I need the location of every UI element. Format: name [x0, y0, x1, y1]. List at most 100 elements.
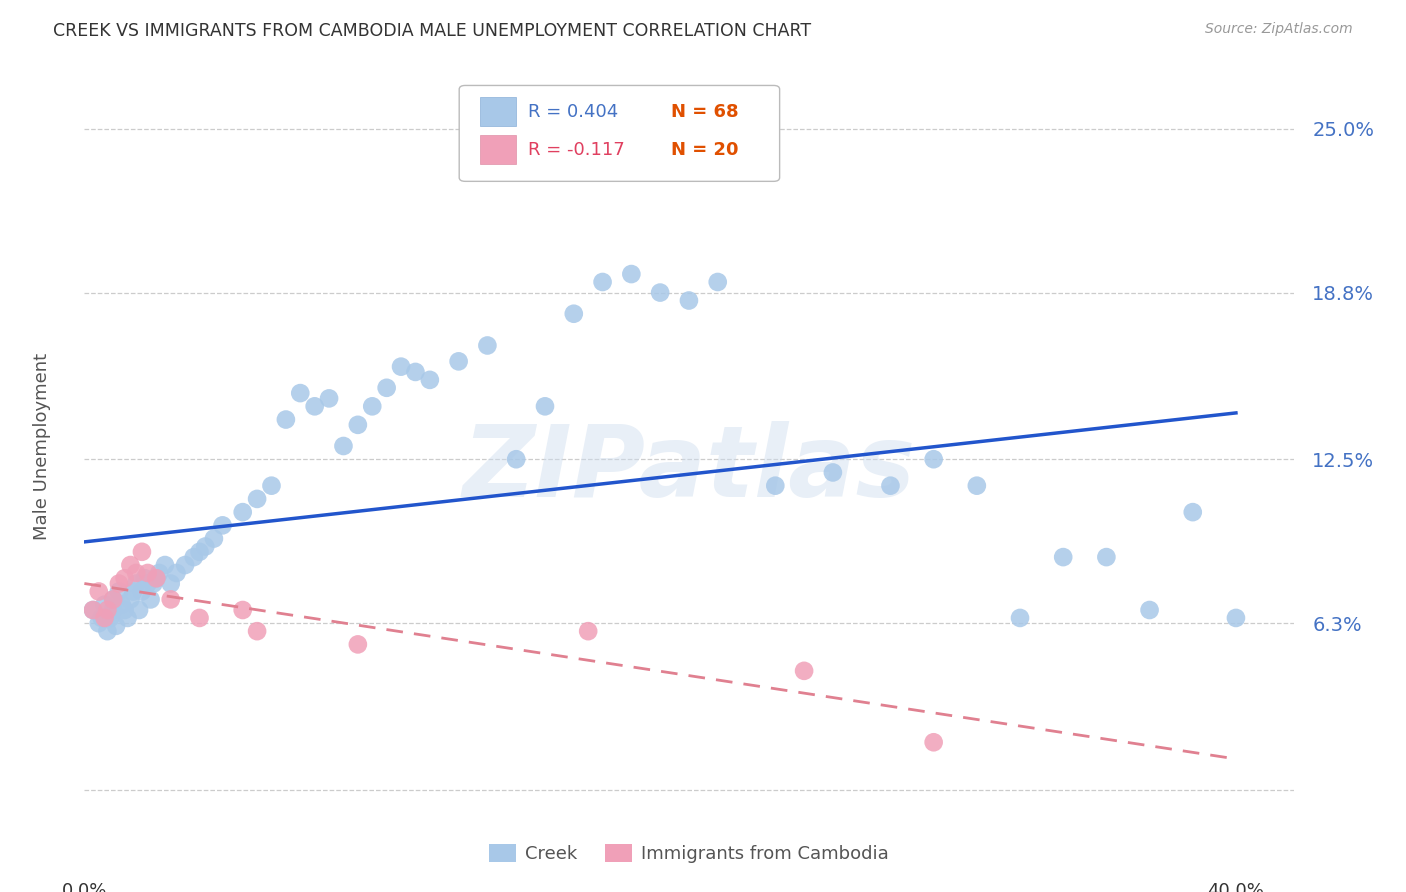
Point: [562, 307, 585, 321]
Text: N = 20: N = 20: [671, 141, 738, 159]
Point: [153, 558, 176, 572]
Point: [347, 637, 370, 651]
Point: [188, 545, 211, 559]
Point: [232, 603, 254, 617]
Point: [148, 566, 170, 580]
Point: [419, 373, 441, 387]
Text: Male Unemployment: Male Unemployment: [32, 352, 51, 540]
Point: [706, 275, 728, 289]
Point: [82, 603, 104, 617]
Point: [318, 392, 340, 406]
Point: [246, 491, 269, 506]
Point: [505, 452, 527, 467]
Point: [136, 576, 159, 591]
Text: N = 68: N = 68: [671, 103, 738, 120]
Point: [246, 624, 269, 639]
Point: [122, 584, 145, 599]
Point: [93, 598, 115, 612]
Point: [304, 400, 326, 414]
Text: 40.0%: 40.0%: [1208, 882, 1264, 892]
Point: [108, 576, 131, 591]
Point: [650, 285, 672, 300]
Point: [159, 576, 181, 591]
Point: [922, 735, 945, 749]
Point: [194, 540, 217, 554]
Point: [763, 478, 786, 492]
Point: [404, 365, 426, 379]
Point: [142, 576, 165, 591]
Point: [101, 592, 124, 607]
Point: [105, 619, 128, 633]
Point: [678, 293, 700, 308]
Point: [145, 571, 167, 585]
Point: [793, 664, 815, 678]
Point: [111, 598, 134, 612]
Point: [98, 611, 121, 625]
Point: [159, 592, 181, 607]
Legend: Creek, Immigrants from Cambodia: Creek, Immigrants from Cambodia: [482, 837, 896, 871]
Text: 0.0%: 0.0%: [62, 882, 107, 892]
Point: [821, 466, 844, 480]
Point: [290, 386, 312, 401]
Point: [260, 478, 283, 492]
Point: [576, 624, 599, 639]
Point: [592, 275, 614, 289]
Point: [361, 400, 384, 414]
Point: [1008, 611, 1031, 625]
Point: [232, 505, 254, 519]
Point: [534, 400, 557, 414]
Point: [139, 592, 162, 607]
Point: [93, 611, 115, 625]
Point: [1095, 550, 1118, 565]
Point: [332, 439, 354, 453]
Point: [347, 417, 370, 432]
Point: [96, 603, 118, 617]
Point: [82, 603, 104, 617]
Point: [131, 545, 153, 559]
FancyBboxPatch shape: [460, 86, 780, 181]
Point: [620, 267, 643, 281]
Point: [1181, 505, 1204, 519]
Text: R = -0.117: R = -0.117: [529, 141, 624, 159]
Point: [1139, 603, 1161, 617]
Point: [120, 592, 142, 607]
Point: [87, 584, 110, 599]
Text: R = 0.404: R = 0.404: [529, 103, 619, 120]
Point: [136, 566, 159, 580]
Point: [131, 584, 153, 599]
Point: [90, 611, 112, 625]
Point: [134, 571, 156, 585]
Text: ZIPatlas: ZIPatlas: [463, 420, 915, 517]
Point: [375, 381, 398, 395]
Point: [274, 412, 297, 426]
Point: [477, 338, 499, 352]
Point: [202, 532, 225, 546]
Point: [211, 518, 233, 533]
Point: [183, 550, 205, 565]
Point: [96, 624, 118, 639]
Point: [447, 354, 470, 368]
Point: [1052, 550, 1074, 565]
Point: [125, 576, 148, 591]
Point: [966, 478, 988, 492]
Point: [87, 616, 110, 631]
Point: [120, 558, 142, 572]
Text: CREEK VS IMMIGRANTS FROM CAMBODIA MALE UNEMPLOYMENT CORRELATION CHART: CREEK VS IMMIGRANTS FROM CAMBODIA MALE U…: [53, 22, 811, 40]
Point: [166, 566, 188, 580]
Point: [101, 592, 124, 607]
Bar: [479, 97, 516, 126]
Point: [117, 611, 139, 625]
Point: [108, 584, 131, 599]
Point: [114, 603, 136, 617]
Point: [879, 478, 901, 492]
Text: Source: ZipAtlas.com: Source: ZipAtlas.com: [1205, 22, 1353, 37]
Point: [922, 452, 945, 467]
Point: [101, 603, 124, 617]
Point: [114, 571, 136, 585]
Point: [389, 359, 412, 374]
Point: [188, 611, 211, 625]
Point: [145, 571, 167, 585]
Bar: [479, 136, 516, 164]
Point: [125, 566, 148, 580]
Point: [128, 603, 150, 617]
